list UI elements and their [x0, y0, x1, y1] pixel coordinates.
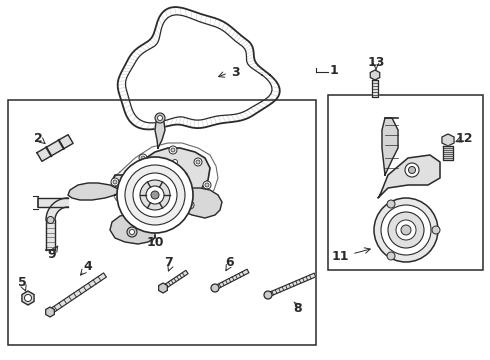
- Text: 8: 8: [294, 302, 302, 315]
- Circle shape: [381, 205, 431, 255]
- Text: 7: 7: [164, 256, 172, 270]
- Circle shape: [147, 166, 152, 171]
- Circle shape: [374, 198, 438, 262]
- Text: 13: 13: [368, 55, 385, 68]
- Circle shape: [133, 173, 177, 217]
- Circle shape: [387, 252, 395, 260]
- Circle shape: [387, 200, 395, 208]
- Text: 6: 6: [226, 256, 234, 270]
- Circle shape: [127, 227, 137, 237]
- Circle shape: [47, 216, 54, 224]
- Polygon shape: [22, 291, 34, 305]
- Circle shape: [146, 186, 164, 204]
- Text: 4: 4: [84, 261, 93, 274]
- Circle shape: [172, 159, 177, 165]
- Circle shape: [405, 163, 419, 177]
- Circle shape: [171, 148, 175, 152]
- Polygon shape: [46, 198, 68, 220]
- Circle shape: [169, 146, 177, 154]
- Circle shape: [196, 160, 200, 164]
- Text: 5: 5: [18, 276, 26, 289]
- Circle shape: [139, 154, 147, 162]
- Polygon shape: [46, 220, 55, 250]
- Circle shape: [401, 225, 411, 235]
- Polygon shape: [172, 188, 222, 218]
- Text: 10: 10: [146, 237, 164, 249]
- Polygon shape: [68, 183, 120, 200]
- Polygon shape: [159, 283, 167, 293]
- Circle shape: [194, 158, 202, 166]
- Text: 3: 3: [231, 66, 239, 78]
- Circle shape: [409, 166, 416, 174]
- Circle shape: [156, 206, 164, 214]
- Circle shape: [432, 226, 440, 234]
- Text: 1: 1: [330, 63, 339, 77]
- Circle shape: [186, 201, 194, 209]
- Circle shape: [203, 181, 211, 189]
- Bar: [8, 100, 316, 345]
- Text: 12: 12: [455, 131, 473, 144]
- Polygon shape: [214, 269, 249, 290]
- Polygon shape: [49, 273, 106, 314]
- Polygon shape: [162, 270, 188, 290]
- Circle shape: [130, 198, 134, 202]
- Circle shape: [182, 172, 188, 177]
- Polygon shape: [382, 118, 398, 175]
- Circle shape: [205, 183, 209, 187]
- Polygon shape: [267, 273, 316, 297]
- Circle shape: [158, 208, 162, 212]
- Circle shape: [155, 113, 165, 123]
- Polygon shape: [155, 118, 165, 148]
- Text: 9: 9: [48, 248, 56, 261]
- Polygon shape: [110, 215, 155, 244]
- Circle shape: [140, 180, 170, 210]
- Circle shape: [151, 191, 159, 199]
- Polygon shape: [442, 134, 454, 146]
- Bar: [328, 95, 483, 270]
- Text: 2: 2: [34, 131, 42, 144]
- Circle shape: [117, 157, 193, 233]
- Polygon shape: [372, 80, 378, 97]
- Circle shape: [264, 291, 272, 299]
- Circle shape: [388, 212, 424, 248]
- Circle shape: [188, 203, 192, 207]
- Circle shape: [111, 178, 119, 186]
- Circle shape: [129, 230, 134, 234]
- Polygon shape: [112, 148, 210, 204]
- Circle shape: [396, 220, 416, 240]
- Circle shape: [113, 180, 117, 184]
- Circle shape: [211, 284, 219, 292]
- Polygon shape: [378, 155, 440, 198]
- Circle shape: [125, 165, 185, 225]
- Polygon shape: [37, 135, 73, 161]
- Polygon shape: [370, 70, 380, 80]
- Polygon shape: [46, 307, 54, 317]
- Circle shape: [157, 116, 163, 121]
- Circle shape: [128, 196, 136, 204]
- Text: 11: 11: [331, 249, 349, 262]
- Circle shape: [141, 156, 145, 160]
- Circle shape: [24, 294, 31, 302]
- Polygon shape: [443, 146, 453, 160]
